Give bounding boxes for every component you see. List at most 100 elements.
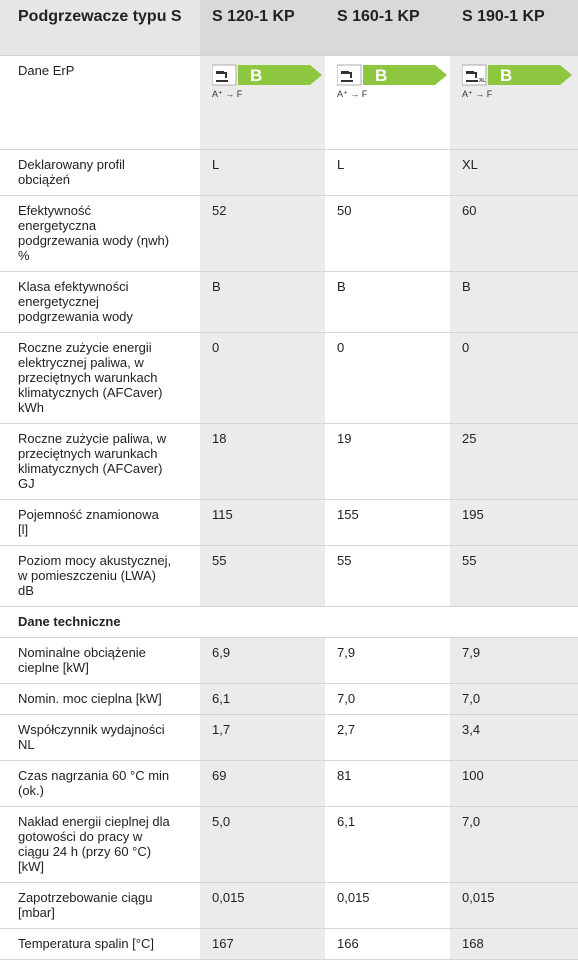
value-cell: 55: [325, 545, 450, 607]
faucet-base: [466, 80, 478, 82]
row-label: Czas nagrzania 60 °C min (ok.): [0, 760, 200, 807]
profile-badge: XL: [479, 78, 485, 84]
header-cell: Podgrzewacze typu S: [0, 0, 200, 56]
value-cell: 3,4: [450, 714, 578, 761]
data-row: Nominalne obciążenie cieplne [kW] 6,9 7,9 7…: [0, 637, 578, 684]
data-row: Efektywność energetyczna podgrzewania wo…: [0, 195, 578, 272]
energy-label: B A⁺ → F: [211, 64, 322, 99]
data-row: Współczynnik wydajności NL 1,7 2,7 3,4: [0, 714, 578, 761]
value-cell: L: [200, 149, 325, 196]
faucet-icon: [466, 71, 477, 78]
class-arrow: [238, 65, 322, 85]
energy-class: B: [375, 66, 387, 85]
value-cell: B: [450, 271, 578, 333]
section-heading: Dane techniczne: [0, 606, 578, 638]
row-label: Nomin. moc cieplna [kW]: [0, 683, 200, 715]
value-cell: B: [200, 271, 325, 333]
value-cell: 2,7: [325, 714, 450, 761]
row-label: Współczynnik wydajności NL: [0, 714, 200, 761]
data-row: Nakład energii cieplnej dla gotowości do…: [0, 806, 578, 883]
value-cell: 69: [200, 760, 325, 807]
value-cell: 55: [450, 545, 578, 607]
value-cell: 1,7: [200, 714, 325, 761]
value-cell: B: [325, 271, 450, 333]
value-cell: 168: [450, 928, 578, 960]
value-cell: 6,9: [200, 637, 325, 684]
header-cell: S 190-1 KP: [450, 0, 578, 56]
value-cell: 7,9: [450, 637, 578, 684]
class-range: A⁺ → F: [337, 89, 368, 99]
data-row: Deklarowany profil obciążeń L L XL: [0, 149, 578, 196]
value-cell: 0: [325, 332, 450, 424]
value-cell: 81: [325, 760, 450, 807]
value-cell: 7,9: [325, 637, 450, 684]
value-cell: 6,1: [200, 683, 325, 715]
faucet-icon: [216, 71, 227, 78]
energy-label-cell: XL B A⁺ → F: [450, 55, 578, 150]
energy-class: B: [500, 66, 512, 85]
value-cell: 60: [450, 195, 578, 272]
value-cell: 7,0: [450, 683, 578, 715]
data-row: Nomin. moc cieplna [kW] 6,1 7,0 7,0: [0, 683, 578, 715]
row-label: Roczne zużycie paliwa, w przeciętnych wa…: [0, 423, 200, 500]
row-label: Klasa efektywności energetycznej podgrze…: [0, 271, 200, 333]
value-cell: 18: [200, 423, 325, 500]
value-cell: 7,0: [325, 683, 450, 715]
faucet-icon: [341, 71, 352, 78]
energy-label: B A⁺ → F: [336, 64, 447, 99]
header-cell: S 120-1 KP: [200, 0, 325, 56]
data-row: Roczne zużycie paliwa, w przeciętnych wa…: [0, 423, 578, 500]
class-range: A⁺ → F: [212, 89, 243, 99]
value-cell: 50: [325, 195, 450, 272]
faucet-base: [341, 80, 353, 82]
erp-row: Dane ErP B A⁺ → F B A⁺ → F XL B A⁺ → F: [0, 55, 578, 150]
value-cell: 6,1: [325, 806, 450, 883]
energy-label: XL B A⁺ → F: [461, 64, 572, 99]
class-range: A⁺ → F: [462, 89, 493, 99]
energy-label-cell: B A⁺ → F: [325, 55, 450, 150]
value-cell: 0,015: [200, 882, 325, 929]
value-cell: 7,0: [450, 806, 578, 883]
value-cell: 55: [200, 545, 325, 607]
value-cell: 166: [325, 928, 450, 960]
value-cell: 0,015: [450, 882, 578, 929]
row-label: Nominalne obciążenie cieplne [kW]: [0, 637, 200, 684]
energy-label-cell: B A⁺ → F: [200, 55, 325, 150]
value-cell: 5,0: [200, 806, 325, 883]
row-label: Nakład energii cieplnej dla gotowości do…: [0, 806, 200, 883]
data-row: Pojemność znamionowa [l] 115 155 195: [0, 499, 578, 546]
data-row: Roczne zużycie energii elektrycznej pali…: [0, 332, 578, 424]
row-label: Deklarowany profil obciążeń: [0, 149, 200, 196]
data-row: Klasa efektywności energetycznej podgrze…: [0, 271, 578, 333]
value-cell: 155: [325, 499, 450, 546]
value-cell: 0,015: [325, 882, 450, 929]
class-arrow: [363, 65, 447, 85]
faucet-base: [216, 80, 228, 82]
value-cell: 0: [450, 332, 578, 424]
data-row: Czas nagrzania 60 °C min (ok.) 69 81 100: [0, 760, 578, 807]
data-row: Zapotrzebowanie ciągu [mbar] 0,015 0,015 0,…: [0, 882, 578, 929]
row-label: Pojemność znamionowa [l]: [0, 499, 200, 546]
row-label: Temperatura spalin [°C]: [0, 928, 200, 960]
class-arrow: [488, 65, 572, 85]
row-label: Zapotrzebowanie ciągu [mbar]: [0, 882, 200, 929]
value-cell: XL: [450, 149, 578, 196]
value-cell: 0: [200, 332, 325, 424]
value-cell: 25: [450, 423, 578, 500]
value-cell: L: [325, 149, 450, 196]
energy-class: B: [250, 66, 262, 85]
row-label: Poziom mocy akustycznej, w pomieszczeniu…: [0, 545, 200, 607]
section-row: Dane techniczne: [0, 606, 578, 638]
row-label: Dane ErP: [0, 55, 200, 150]
row-label: Efektywność energetyczna podgrzewania wo…: [0, 195, 200, 272]
value-cell: 52: [200, 195, 325, 272]
data-row: Temperatura spalin [°C] 167 166 168: [0, 928, 578, 960]
value-cell: 19: [325, 423, 450, 500]
value-cell: 195: [450, 499, 578, 546]
value-cell: 100: [450, 760, 578, 807]
data-row: Poziom mocy akustycznej, w pomieszczeniu…: [0, 545, 578, 607]
row-label: Roczne zużycie energii elektrycznej pali…: [0, 332, 200, 424]
header-cell: S 160-1 KP: [325, 0, 450, 56]
